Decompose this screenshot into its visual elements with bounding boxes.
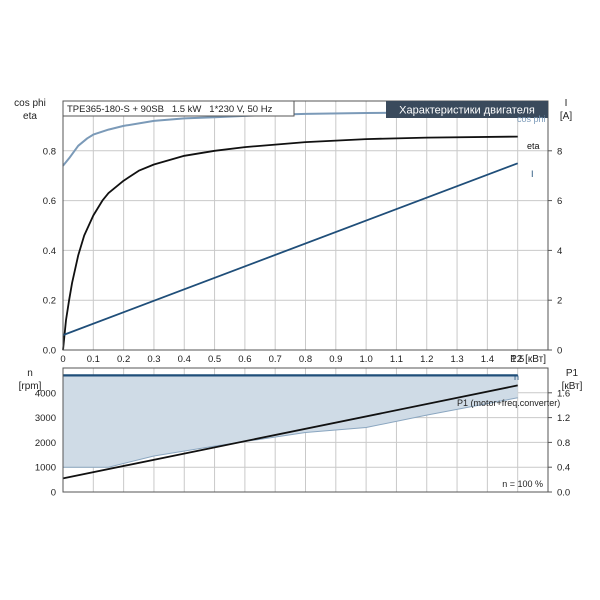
bottom-right-ticks: 0.0 0.4 0.8 1.2 1.6 — [548, 388, 570, 499]
top-left-tick-label: 0.2 — [43, 296, 56, 307]
series-label-cosphi: cos phi — [517, 114, 546, 124]
top-series-lines — [62, 111, 519, 351]
bottom-right-tick-label: 0.4 — [557, 463, 570, 474]
series-label-eta: eta — [527, 141, 540, 151]
bottom-plot-frame — [62, 367, 549, 493]
bottom-series-lines — [62, 374, 518, 480]
bottom-left-tick-label: 0 — [51, 488, 56, 499]
top-x-tick-label: 1.1 — [390, 354, 403, 365]
bottom-left-axis-label-1: n — [27, 368, 33, 379]
bottom-chart: 0 1000 2000 3000 4000 0.0 0.4 0.8 1.2 1.6 n [rpm… — [19, 367, 583, 499]
bottom-speed-range-area — [63, 375, 518, 468]
top-x-tick-label: 0.8 — [299, 354, 312, 365]
top-x-tick-label: 0.6 — [238, 354, 251, 365]
info-label-box — [62, 100, 295, 117]
top-left-tick-label: 0.0 — [43, 346, 56, 357]
top-x-axis-label: P2 [кВт] — [510, 354, 546, 365]
top-x-tick-label: 0.9 — [329, 354, 342, 365]
top-x-tick-label: 0.5 — [208, 354, 221, 365]
top-x-ticks: 0 0.1 0.2 0.3 0.4 0.5 0.6 0.7 0.8 0.9 1.0 1.1 1.2 1.3… — [60, 354, 524, 365]
series-label-speed: n — [514, 372, 519, 382]
bottom-right-tick-label: 0.8 — [557, 438, 570, 449]
p1-line — [62, 384, 518, 480]
top-x-tick-label: 1.3 — [450, 354, 463, 365]
bottom-right-tick-label: 0.0 — [557, 488, 570, 499]
top-left-tick-label: 0.6 — [43, 196, 56, 207]
chart-title: Характеристики двигателя — [399, 105, 535, 117]
title-box — [386, 101, 548, 118]
top-x-tick-label: 1.5 — [511, 354, 524, 365]
top-left-axis-label-2: eta — [23, 111, 37, 122]
bottom-left-tick-label: 2000 — [35, 438, 56, 449]
top-left-tick-label: 0.4 — [43, 246, 56, 257]
bottom-right-axis-label-1: P1 — [566, 368, 579, 379]
top-left-tick-label: 0.8 — [43, 146, 56, 157]
min-speed-edge — [63, 397, 518, 468]
top-x-tick-label: 0.2 — [117, 354, 130, 365]
top-x-tick-label: 1.0 — [360, 354, 373, 365]
series-label-p1: P1 (motor+freq.converter) — [457, 398, 560, 408]
top-right-tick-label: 2 — [557, 296, 562, 307]
top-right-tick-label: 0 — [557, 346, 562, 357]
bottom-right-tick-label: 1.2 — [557, 413, 570, 424]
top-left-axis-label-1: cos phi — [14, 98, 46, 109]
top-x-tick-label: 0.1 — [87, 354, 100, 365]
current-line — [62, 162, 519, 336]
top-x-tick-label: 1.4 — [481, 354, 494, 365]
top-right-axis-label-1: I — [565, 98, 568, 109]
top-x-tick-label: 0.7 — [269, 354, 282, 365]
speed-annotation: n = 100 % — [502, 479, 543, 489]
top-x-tick-label: 0 — [60, 354, 65, 365]
series-label-current: I — [531, 169, 534, 179]
top-plot-frame — [62, 100, 549, 351]
top-x-tick-label: 0.4 — [178, 354, 191, 365]
top-right-ticks: 0 2 4 6 8 — [548, 146, 562, 357]
bottom-left-tick-label: 4000 — [35, 388, 56, 399]
top-right-tick-label: 8 — [557, 146, 562, 157]
speed-range-fill — [63, 375, 518, 468]
top-right-tick-label: 4 — [557, 246, 562, 257]
eta-line — [62, 135, 518, 351]
bottom-left-ticks: 0 1000 2000 3000 4000 — [35, 388, 56, 498]
bottom-left-tick-label: 3000 — [35, 413, 56, 424]
top-x-tick-label: 1.2 — [420, 354, 433, 365]
bottom-left-tick-label: 1000 — [35, 463, 56, 474]
top-right-tick-label: 6 — [557, 196, 562, 207]
top-right-axis-label-2: [A] — [560, 111, 572, 122]
cosphi-line — [62, 111, 518, 167]
top-chart: 0 0.1 0.2 0.3 0.4 0.5 0.6 0.7 0.8 0.9 1.0 1.1 1.2 1.3… — [14, 98, 572, 365]
top-x-tick-label: 0.3 — [147, 354, 160, 365]
top-left-ticks: 0.0 0.2 0.4 0.6 0.8 — [43, 146, 56, 356]
bottom-right-tick-label: 1.6 — [557, 388, 570, 399]
info-label: TPE365-180-S + 90SB 1.5 kW 1*230 V, 50 H… — [67, 104, 273, 115]
bottom-left-axis-label-2: [rpm] — [19, 381, 42, 392]
bottom-right-axis-label-2: [кВт] — [562, 381, 583, 392]
